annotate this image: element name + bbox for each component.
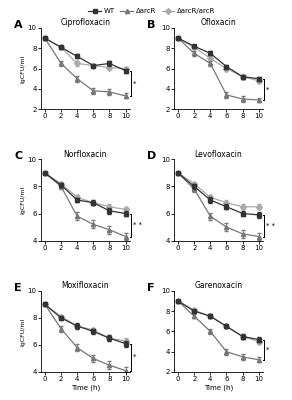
Text: * *: * * (266, 223, 275, 229)
Text: *: * (266, 347, 270, 353)
Y-axis label: lgCFU/ml: lgCFU/ml (20, 317, 25, 346)
X-axis label: Time (h): Time (h) (71, 385, 100, 392)
Title: Garenoxacin: Garenoxacin (194, 281, 242, 290)
Text: *: * (133, 80, 136, 86)
Text: E: E (14, 283, 22, 293)
Text: C: C (14, 151, 22, 161)
Title: Moxifloxacin: Moxifloxacin (61, 281, 109, 290)
Text: * *: * * (133, 222, 142, 228)
Title: Ciprofloxacin: Ciprofloxacin (60, 18, 110, 27)
Title: Norfloxacin: Norfloxacin (64, 150, 107, 159)
Text: D: D (147, 151, 157, 161)
Legend: WT, ΔarcR, ΔarcR/arcR: WT, ΔarcR, ΔarcR/arcR (86, 6, 218, 17)
Y-axis label: lgCFU/ml: lgCFU/ml (20, 186, 25, 214)
Text: *: * (266, 86, 270, 92)
Text: B: B (147, 20, 156, 30)
X-axis label: Time (h): Time (h) (204, 385, 233, 392)
Text: F: F (147, 283, 155, 293)
Text: *: * (133, 354, 136, 360)
Text: A: A (14, 20, 23, 30)
Title: Levofloxacin: Levofloxacin (194, 150, 242, 159)
Title: Ofloxacin: Ofloxacin (201, 18, 236, 27)
Y-axis label: lgCFU/ml: lgCFU/ml (20, 54, 25, 83)
